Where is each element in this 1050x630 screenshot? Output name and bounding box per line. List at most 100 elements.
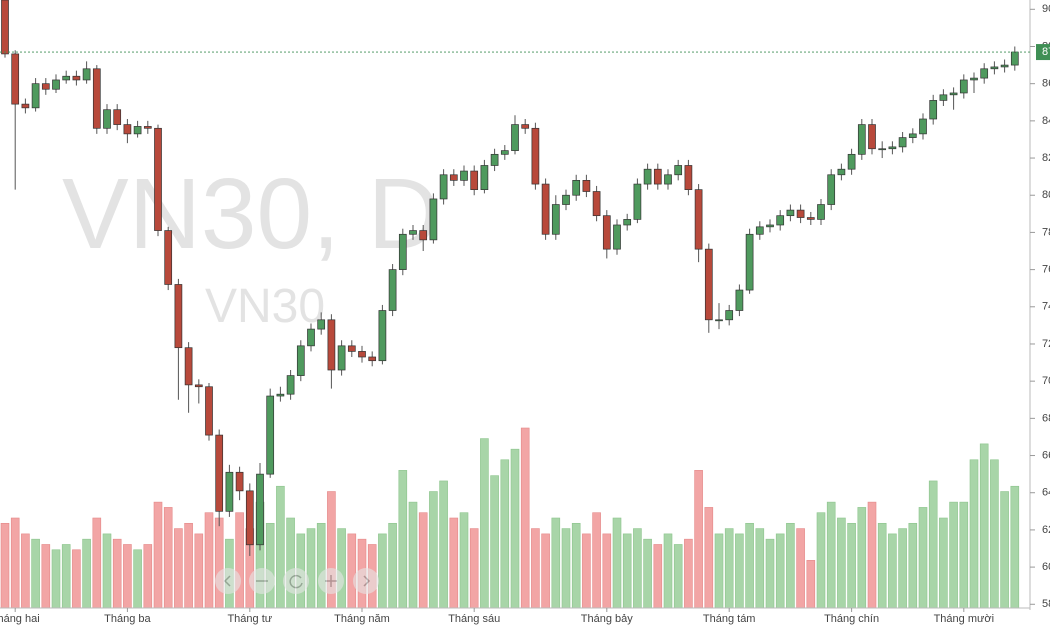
candle-body <box>653 168 662 185</box>
volume-bar <box>408 501 418 609</box>
volume-bar <box>82 538 91 609</box>
volume-bar <box>633 528 642 609</box>
candle-body <box>1010 51 1019 66</box>
candle-body <box>41 83 50 90</box>
volume-bar <box>796 528 805 609</box>
candle-body <box>531 127 540 185</box>
x-tick-label: Tháng tư <box>227 613 272 625</box>
candle-body <box>847 153 856 170</box>
volume-bar <box>500 459 510 609</box>
candle-body <box>919 118 927 135</box>
candle-body <box>327 319 336 371</box>
candle-body <box>857 124 866 155</box>
volume-bar <box>1000 491 1009 609</box>
candle-body <box>205 386 213 436</box>
volume-bar <box>979 443 989 609</box>
candle-body <box>827 174 836 205</box>
x-tick-label: Tháng sáu <box>448 613 500 625</box>
volume-bar <box>174 528 183 609</box>
x-tick-label: Tháng ba <box>104 613 151 625</box>
volume-bar <box>867 501 877 609</box>
candle-body <box>439 174 448 200</box>
candle-body <box>796 209 805 218</box>
y-tick-label: 620 <box>1042 524 1050 536</box>
volume-bar <box>704 507 714 609</box>
candle-body <box>449 174 458 181</box>
volume-bar <box>551 517 561 609</box>
candle-body <box>388 269 397 311</box>
scroll-right-button[interactable] <box>353 568 379 594</box>
volume-bar <box>72 549 81 609</box>
y-tick-label: 720 <box>1042 338 1050 350</box>
candle-body <box>572 180 581 196</box>
volume-bar <box>61 544 71 609</box>
candle-body <box>745 233 754 291</box>
candle-body <box>429 198 438 241</box>
volume-bar <box>378 533 387 609</box>
reset-button[interactable] <box>283 568 309 594</box>
y-tick-label: 740 <box>1042 301 1050 313</box>
watermark-sub: VN30 <box>205 280 325 333</box>
volume-bar <box>928 480 938 609</box>
y-tick-label: 680 <box>1042 412 1050 424</box>
volume-bar <box>561 528 571 609</box>
y-tick-label: 600 <box>1042 561 1050 573</box>
volume-bar <box>694 470 703 609</box>
candle-body <box>868 124 876 150</box>
candle-body <box>184 347 193 386</box>
volume-bar <box>388 522 397 609</box>
y-tick-label: 760 <box>1042 264 1050 276</box>
x-tick-label: Tháng năm <box>334 613 390 625</box>
candle-body <box>878 148 887 151</box>
volume-bar <box>449 517 459 609</box>
candle-body <box>959 79 968 94</box>
volume-bar <box>918 507 928 609</box>
candle-body <box>684 165 693 191</box>
candle-body <box>582 180 591 192</box>
candle-body <box>980 68 989 79</box>
candle-body <box>735 289 744 311</box>
candle-body <box>82 68 91 81</box>
candle-body <box>62 75 71 81</box>
candle-body <box>460 170 468 181</box>
volume-bar <box>786 522 795 609</box>
candle-body <box>113 109 122 125</box>
scroll-left-button[interactable] <box>215 568 241 594</box>
candle-body <box>694 189 703 250</box>
volume-bar <box>755 528 765 609</box>
candle-body <box>766 224 774 228</box>
y-tick-label: 800 <box>1042 189 1050 201</box>
volume-bar <box>306 528 316 609</box>
candle-body <box>725 310 734 321</box>
candle-body <box>409 230 417 235</box>
candle-body <box>194 384 203 388</box>
volume-bar <box>1010 485 1020 609</box>
volume-bar <box>439 480 448 609</box>
zoom-out-button[interactable] <box>249 568 275 594</box>
volume-bar <box>775 533 785 609</box>
candle-body <box>470 170 479 191</box>
volume-bar <box>837 517 846 609</box>
candle-body <box>888 146 897 150</box>
volume-bar <box>541 533 550 609</box>
candle-body <box>1 0 9 55</box>
candle-body <box>296 345 305 376</box>
volume-bar <box>857 507 867 609</box>
volume-bar <box>602 533 612 609</box>
volume-bar <box>510 448 520 609</box>
volume-bar <box>571 522 581 609</box>
axes-layer: 580 600 620 640 660 680 700 720 740 760 780 800 820 8… <box>0 3 1050 625</box>
zoom-in-button[interactable] <box>318 568 344 594</box>
candle-body <box>602 215 611 250</box>
volume-bar <box>847 522 856 609</box>
volume-bar <box>959 501 969 609</box>
volume-bar <box>765 538 775 609</box>
y-tick-label: 660 <box>1042 449 1050 461</box>
volume-bar <box>347 533 357 609</box>
volume-bar <box>888 533 897 609</box>
candle-body <box>674 165 683 176</box>
candle-body <box>592 191 601 217</box>
candle-body <box>1000 64 1009 68</box>
volume-bar <box>204 512 214 609</box>
volume-bar <box>153 501 163 609</box>
